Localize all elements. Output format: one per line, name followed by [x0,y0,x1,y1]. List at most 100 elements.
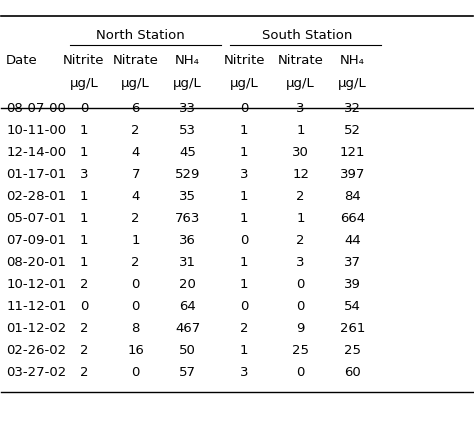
Text: 1: 1 [80,190,88,203]
Text: 20: 20 [179,278,196,291]
Text: 08-20-01: 08-20-01 [6,256,66,269]
Text: 12: 12 [292,168,309,181]
Text: 07-09-01: 07-09-01 [6,234,66,247]
Text: 31: 31 [179,256,196,269]
Text: 2: 2 [80,344,88,357]
Text: 0: 0 [131,366,140,379]
Text: Date: Date [6,54,38,67]
Text: 60: 60 [344,366,361,379]
Text: 1: 1 [296,124,305,137]
Text: 3: 3 [80,168,88,181]
Text: 45: 45 [179,146,196,159]
Text: 467: 467 [175,322,200,335]
Text: Nitrite: Nitrite [63,54,105,67]
Text: μg/L: μg/L [70,77,98,90]
Text: 12-14-00: 12-14-00 [6,146,66,159]
Text: 0: 0 [240,300,248,313]
Text: 39: 39 [344,278,361,291]
Text: 529: 529 [175,168,200,181]
Text: 2: 2 [131,212,140,225]
Text: 4: 4 [131,190,140,203]
Text: 3: 3 [296,256,305,269]
Text: 08-07-00: 08-07-00 [6,102,66,115]
Text: 1: 1 [80,234,88,247]
Text: 9: 9 [296,322,305,335]
Text: 0: 0 [240,102,248,115]
Text: μg/L: μg/L [173,77,202,90]
Text: 121: 121 [340,146,365,159]
Text: 0: 0 [296,366,305,379]
Text: 0: 0 [80,300,88,313]
Text: 1: 1 [240,256,248,269]
Text: 30: 30 [292,146,309,159]
Text: 1: 1 [80,124,88,137]
Text: 3: 3 [296,102,305,115]
Text: 1: 1 [240,146,248,159]
Text: 54: 54 [344,300,361,313]
Text: 763: 763 [175,212,200,225]
Text: 1: 1 [80,146,88,159]
Text: Nitrate: Nitrate [113,54,159,67]
Text: 50: 50 [179,344,196,357]
Text: 261: 261 [340,322,365,335]
Text: μg/L: μg/L [121,77,150,90]
Text: 0: 0 [131,300,140,313]
Text: 32: 32 [344,102,361,115]
Text: 2: 2 [296,234,305,247]
Text: 397: 397 [340,168,365,181]
Text: μg/L: μg/L [286,77,315,90]
Text: 1: 1 [80,212,88,225]
Text: 1: 1 [240,212,248,225]
Text: 37: 37 [344,256,361,269]
Text: 2: 2 [240,322,248,335]
Text: 4: 4 [131,146,140,159]
Text: 2: 2 [80,366,88,379]
Text: 01-17-01: 01-17-01 [6,168,66,181]
Text: 05-07-01: 05-07-01 [6,212,66,225]
Text: 02-26-02: 02-26-02 [6,344,66,357]
Text: 11-12-01: 11-12-01 [6,300,66,313]
Text: 1: 1 [240,124,248,137]
Text: 664: 664 [340,212,365,225]
Text: 44: 44 [344,234,361,247]
Text: μg/L: μg/L [230,77,258,90]
Text: 25: 25 [344,344,361,357]
Text: 57: 57 [179,366,196,379]
Text: 52: 52 [344,124,361,137]
Text: 2: 2 [80,322,88,335]
Text: 2: 2 [296,190,305,203]
Text: 03-27-02: 03-27-02 [6,366,66,379]
Text: 2: 2 [80,278,88,291]
Text: 6: 6 [131,102,140,115]
Text: 1: 1 [296,212,305,225]
Text: 7: 7 [131,168,140,181]
Text: Nitrite: Nitrite [223,54,265,67]
Text: 0: 0 [240,234,248,247]
Text: 25: 25 [292,344,309,357]
Text: 1: 1 [240,278,248,291]
Text: NH₄: NH₄ [340,54,365,67]
Text: 2: 2 [131,124,140,137]
Text: 1: 1 [240,190,248,203]
Text: 10-11-00: 10-11-00 [6,124,66,137]
Text: 3: 3 [240,366,248,379]
Text: North Station: North Station [96,29,185,42]
Text: 16: 16 [127,344,144,357]
Text: 1: 1 [240,344,248,357]
Text: South Station: South Station [263,29,353,42]
Text: 84: 84 [344,190,361,203]
Text: 0: 0 [80,102,88,115]
Text: 0: 0 [131,278,140,291]
Text: μg/L: μg/L [338,77,367,90]
Text: 3: 3 [240,168,248,181]
Text: 0: 0 [296,278,305,291]
Text: 8: 8 [131,322,140,335]
Text: 1: 1 [131,234,140,247]
Text: 2: 2 [131,256,140,269]
Text: 36: 36 [179,234,196,247]
Text: NH₄: NH₄ [175,54,200,67]
Text: 1: 1 [80,256,88,269]
Text: 01-12-02: 01-12-02 [6,322,66,335]
Text: 10-12-01: 10-12-01 [6,278,66,291]
Text: 0: 0 [296,300,305,313]
